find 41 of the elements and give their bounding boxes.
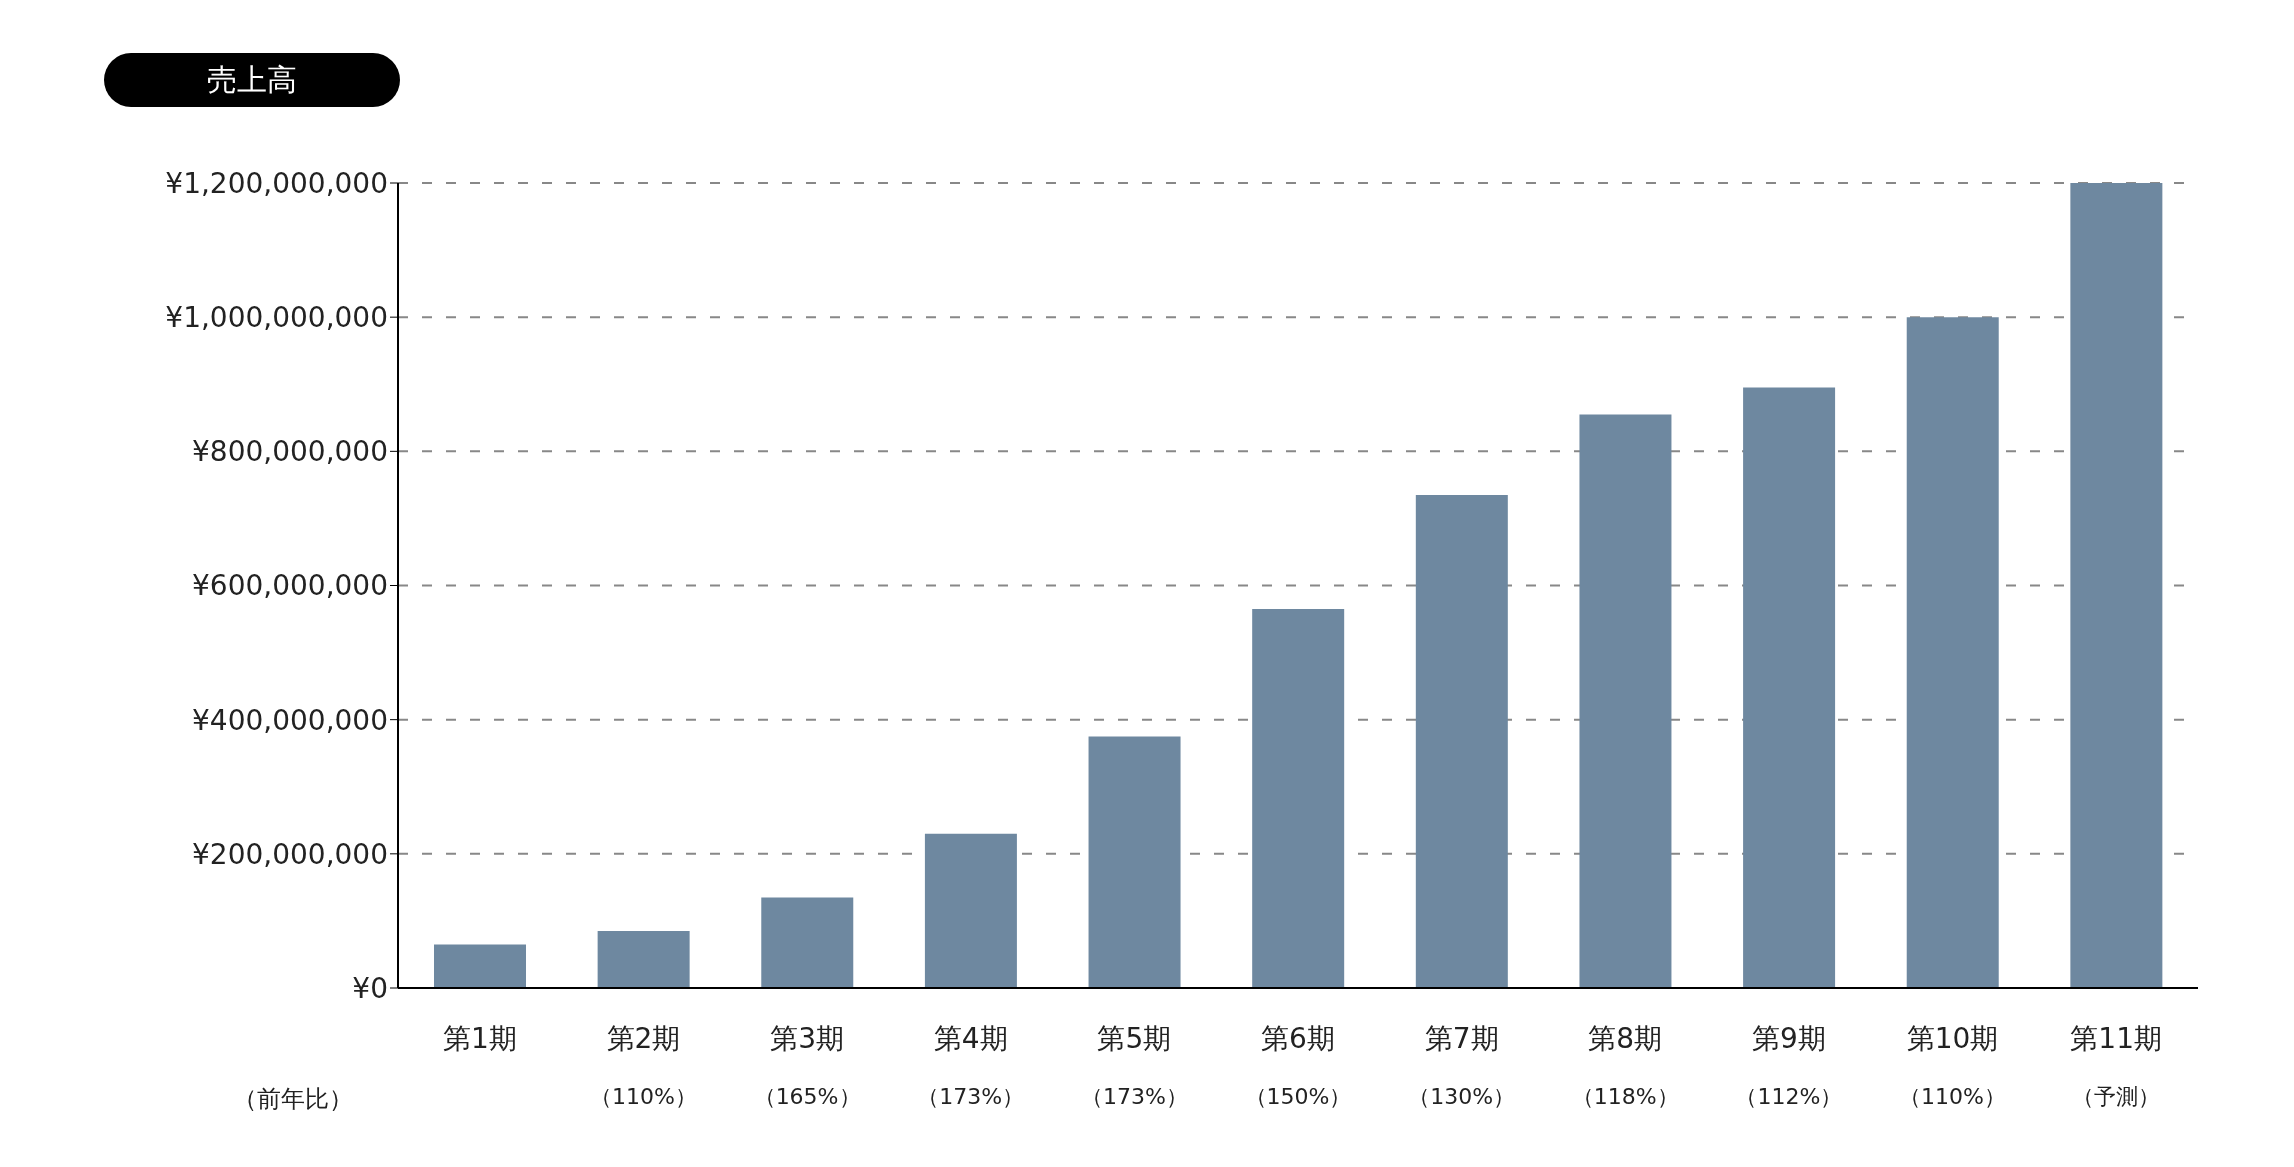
y-tick-label: ¥0 xyxy=(352,971,388,1005)
x-tick-label: 第3期 xyxy=(770,1022,844,1055)
text: （150%） xyxy=(1244,1084,1352,1109)
bar xyxy=(2070,183,2163,988)
x-tick-label: 第11期 xyxy=(2070,1022,2162,1055)
text: （112%） xyxy=(1735,1084,1843,1109)
text: （165%） xyxy=(753,1084,861,1109)
text: （130%） xyxy=(1408,1084,1516,1109)
x-tick-label: 第1期 xyxy=(442,1022,517,1055)
bar xyxy=(1906,317,1999,988)
text: （173%） xyxy=(917,1084,1025,1109)
x-tick-label: 第4期 xyxy=(933,1022,1008,1055)
text: （110%） xyxy=(590,1084,697,1109)
bar xyxy=(924,833,1017,988)
x-tick-label: 第2期 xyxy=(606,1022,681,1055)
x-tick-label: 第5期 xyxy=(1097,1022,1172,1055)
text: （前年比） xyxy=(233,1084,353,1115)
bar xyxy=(597,930,690,988)
x-tick-label: 第6期 xyxy=(1261,1022,1335,1055)
y-tick-label: ¥600,000,000 xyxy=(192,569,388,603)
y-tick-label: ¥200,000,000 xyxy=(192,837,388,871)
bar xyxy=(1088,736,1181,988)
x-tick-label: 第10期 xyxy=(1906,1022,1999,1055)
chart-title: 売上高 xyxy=(104,53,400,107)
y-tick-label: ¥800,000,000 xyxy=(192,435,388,469)
bar xyxy=(434,944,526,988)
text: （118%） xyxy=(1571,1084,1679,1109)
bar xyxy=(1252,608,1345,988)
text: （予測） xyxy=(2072,1084,2161,1109)
y-tick-label: ¥1,000,000,000 xyxy=(165,301,388,335)
text: （173%） xyxy=(1080,1084,1188,1109)
text: （110%） xyxy=(1899,1084,2006,1109)
x-tick-label: 第8期 xyxy=(1588,1022,1663,1055)
bar xyxy=(1743,387,1836,988)
bar xyxy=(1415,494,1508,988)
y-tick-label: ¥1,200,000,000 xyxy=(165,166,388,200)
x-tick-label: 第7期 xyxy=(1424,1022,1499,1055)
x-tick-label: 第9期 xyxy=(1751,1022,1826,1055)
y-tick-label: ¥400,000,000 xyxy=(192,703,388,737)
bar xyxy=(1579,414,1672,988)
bar xyxy=(761,897,854,988)
